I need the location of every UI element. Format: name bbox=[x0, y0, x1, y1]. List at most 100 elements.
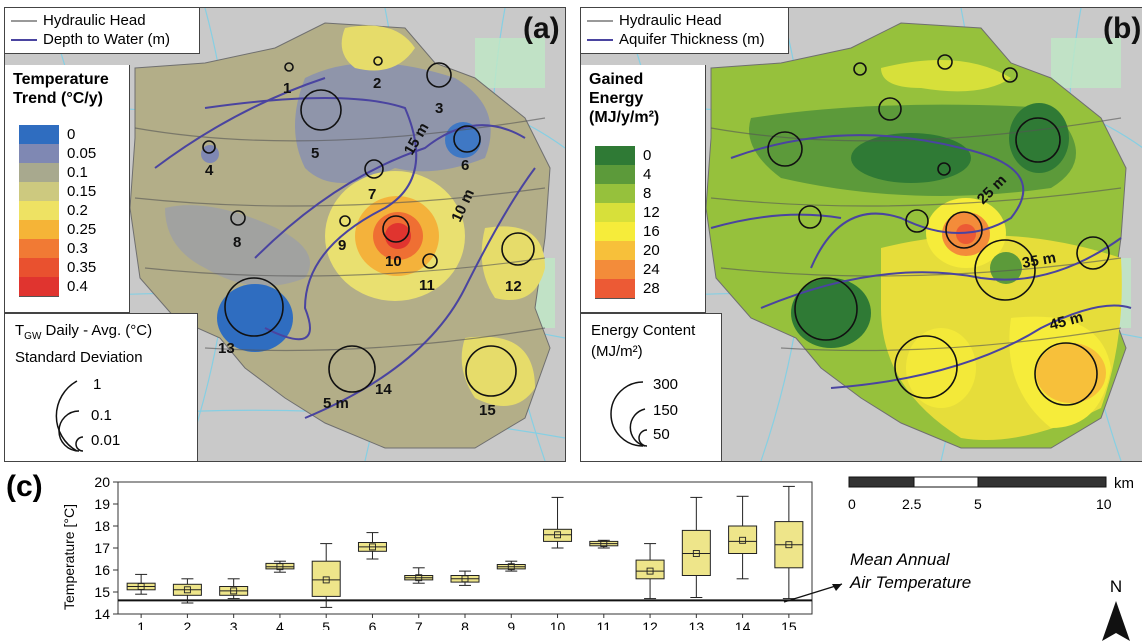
map-panel-a: 15 m 10 m 5 m 1 2 3 4 5 6 7 8 9 10 11 12… bbox=[4, 7, 566, 462]
colorbar-b-label-6: 24 bbox=[643, 261, 660, 278]
mean-marker-10 bbox=[554, 531, 561, 539]
y-tick-label-3: 17 bbox=[94, 540, 110, 556]
mean-marker-1 bbox=[137, 583, 145, 590]
mean-marker-15 bbox=[785, 541, 793, 549]
panel-b-tag: (b) bbox=[1103, 12, 1142, 45]
x-tick-label-7: 7 bbox=[415, 619, 423, 630]
svg-text:15: 15 bbox=[479, 402, 496, 419]
mean-marker-4 bbox=[276, 563, 284, 571]
colorbar-a-swatch-1 bbox=[19, 144, 59, 164]
scale-unit: km bbox=[1114, 476, 1134, 492]
energy-circles bbox=[767, 54, 1110, 406]
colorbar-b-swatch-3 bbox=[595, 203, 635, 223]
colorbar-a-swatch-7 bbox=[19, 258, 59, 278]
well-circles bbox=[202, 56, 535, 397]
x-tick-label-10: 10 bbox=[550, 619, 566, 630]
north-arrow-icon bbox=[1102, 601, 1130, 641]
box-12 bbox=[635, 559, 665, 580]
mean-marker-12 bbox=[646, 567, 654, 575]
legend-aquifer-thickness: Aquifer Thickness (m) bbox=[619, 31, 765, 48]
svg-text:4: 4 bbox=[205, 162, 214, 179]
size-legend-b-value-1: 300 bbox=[653, 376, 679, 393]
colorbar-b-swatch-0 bbox=[595, 146, 635, 166]
y-tick-label-6: 20 bbox=[94, 474, 110, 490]
svg-text:3: 3 bbox=[435, 100, 443, 117]
colorbar-a-swatch-5 bbox=[19, 220, 59, 240]
panel-a-size-legend: TGW Daily - Avg. (°C) Standard Deviation… bbox=[5, 313, 198, 461]
x-tick-label-15: 15 bbox=[781, 619, 797, 630]
mean-marker-5 bbox=[322, 576, 330, 584]
mean-marker-13 bbox=[692, 550, 700, 557]
north-arrow: N bbox=[1098, 577, 1134, 643]
svg-text:14: 14 bbox=[375, 381, 392, 398]
box-5 bbox=[311, 560, 341, 597]
size-legend-a-arcs bbox=[55, 380, 84, 452]
box-4 bbox=[265, 562, 295, 570]
mean-air-temp-arrow bbox=[783, 583, 843, 603]
mean-marker-6 bbox=[369, 543, 376, 551]
size-legend-a-title: TGW Daily - Avg. (°C) Standard Deviation bbox=[15, 322, 153, 366]
colorbar-a-swatch-3 bbox=[19, 182, 59, 202]
y-tick-label-5: 19 bbox=[94, 496, 110, 512]
colorbar-a-label-4: 0.2 bbox=[67, 202, 88, 219]
colorbar-b-label-1: 4 bbox=[643, 166, 652, 183]
box-10 bbox=[543, 528, 573, 542]
x-tick-label-3: 3 bbox=[230, 619, 238, 630]
colorbar-a-label-6: 0.3 bbox=[67, 240, 88, 257]
size-legend-b-value-3: 50 bbox=[653, 426, 670, 443]
map-panel-b: 25 m 35 m 45 m (b) Hydraulic Head Aquife… bbox=[580, 7, 1142, 462]
colorbar-a-label-1: 0.05 bbox=[67, 145, 97, 162]
scale-tick-5: 5 bbox=[974, 496, 982, 512]
x-tick-label-6: 6 bbox=[369, 619, 377, 630]
x-tick-label-4: 4 bbox=[276, 619, 284, 630]
colorbar-b-label-7: 28 bbox=[643, 280, 660, 297]
x-tick-label-9: 9 bbox=[507, 619, 515, 630]
panel-b-colorbar: Gained Energy (MJ/y/m²) 0 4 8 12 16 20 24 28 bbox=[581, 65, 706, 313]
colorbar-a-label-2: 0.1 bbox=[67, 164, 88, 181]
legend-hydraulic-head: Hydraulic Head bbox=[43, 12, 146, 29]
mean-marker-7 bbox=[415, 574, 423, 582]
panel-c-tag: (c) bbox=[6, 470, 43, 503]
mean-marker-14 bbox=[739, 536, 747, 544]
colorbar-a-swatch-0 bbox=[19, 125, 59, 145]
panel-b-line-legend: Hydraulic Head Aquifer Thickness (m) bbox=[581, 8, 789, 54]
x-tick-label-2: 2 bbox=[184, 619, 192, 630]
y-axis-label: Temperature [°C] bbox=[61, 504, 77, 610]
colorbar-b-swatch-6 bbox=[595, 260, 635, 280]
colorbar-b-label-2: 8 bbox=[643, 185, 652, 202]
svg-text:2: 2 bbox=[373, 75, 381, 92]
svg-text:7: 7 bbox=[368, 186, 376, 203]
colorbar-b-label-4: 16 bbox=[643, 223, 660, 240]
y-tick-label-4: 18 bbox=[94, 518, 110, 534]
y-tick-label-2: 16 bbox=[94, 562, 110, 578]
colorbar-b-label-0: 0 bbox=[643, 147, 652, 164]
colorbar-a-label-3: 0.15 bbox=[67, 183, 97, 200]
svg-text:8: 8 bbox=[233, 234, 241, 251]
contour-label-35m: 35 m bbox=[1021, 249, 1058, 272]
mean-marker-2 bbox=[183, 586, 191, 594]
x-tick-label-8: 8 bbox=[461, 619, 469, 630]
box-13 bbox=[681, 529, 711, 576]
colorbar-a-title: Temperature Trend (°C/y) bbox=[13, 71, 109, 107]
svg-text:12: 12 bbox=[505, 278, 522, 295]
panel-a-tag: (a) bbox=[523, 12, 560, 45]
mean-marker-8 bbox=[461, 575, 469, 583]
contour-label-5m: 5 m bbox=[323, 395, 349, 412]
svg-text:11: 11 bbox=[419, 277, 435, 294]
size-legend-b-arcs bbox=[610, 381, 648, 447]
x-tick-label-1: 1 bbox=[137, 619, 145, 630]
svg-text:9: 9 bbox=[338, 237, 346, 254]
svg-text:13: 13 bbox=[218, 340, 235, 357]
y-tick-label-0: 14 bbox=[94, 606, 110, 622]
svg-text:6: 6 bbox=[461, 157, 469, 174]
x-tick-label-11: 11 bbox=[597, 619, 612, 630]
svg-text:10: 10 bbox=[385, 253, 402, 270]
scale-bar: 0 2.5 5 10 km bbox=[848, 476, 1134, 512]
colorbar-b-label-5: 20 bbox=[643, 242, 660, 259]
colorbar-a-swatch-8 bbox=[19, 277, 59, 297]
scale-tick-2-5: 2.5 bbox=[902, 496, 922, 512]
well-labels: 1 2 3 4 5 6 7 8 9 10 11 12 13 14 15 bbox=[205, 75, 522, 419]
legend-hydraulic-head-b: Hydraulic Head bbox=[619, 12, 722, 29]
svg-text:1: 1 bbox=[283, 80, 291, 97]
